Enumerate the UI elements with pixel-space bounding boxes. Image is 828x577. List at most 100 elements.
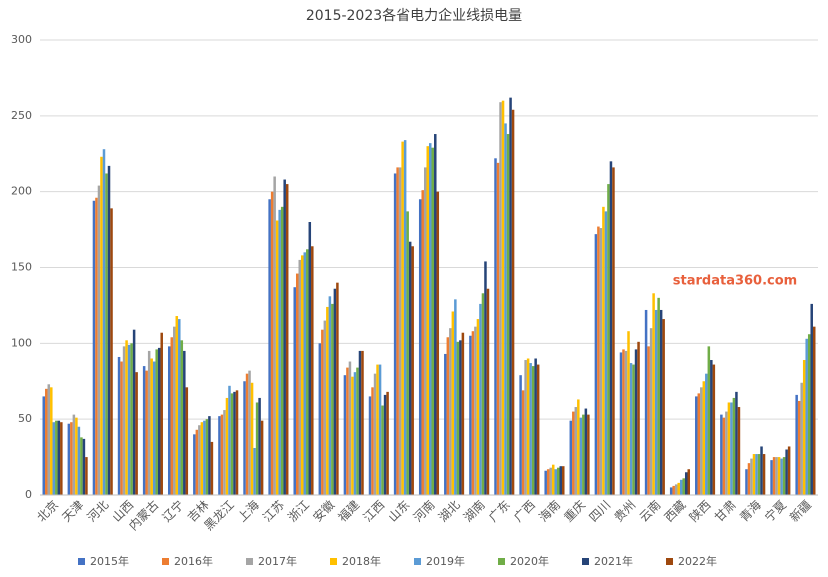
bar [730, 402, 733, 495]
bar [205, 419, 209, 495]
bar [348, 361, 352, 495]
bar [657, 297, 660, 495]
bar [549, 467, 552, 495]
bar [72, 414, 76, 495]
bar [674, 484, 678, 495]
x-tick-label: 重庆 [561, 498, 588, 525]
bar [175, 316, 179, 495]
bar [750, 458, 753, 495]
bar [125, 340, 128, 495]
bar [577, 399, 580, 495]
bar [306, 249, 309, 495]
bar [376, 364, 379, 495]
bar [396, 167, 399, 495]
bar [293, 287, 296, 495]
bar [85, 457, 88, 495]
y-tick-label: 200 [11, 185, 32, 198]
bar [403, 140, 407, 495]
bar [185, 387, 189, 495]
bar [476, 319, 480, 495]
bar [75, 417, 78, 495]
bar [805, 338, 808, 495]
bar [429, 143, 432, 495]
bar [506, 134, 510, 496]
bar [80, 437, 83, 495]
x-tick-label: 安徽 [310, 497, 338, 525]
bar [358, 350, 362, 495]
bar [461, 332, 465, 495]
x-tick-label: 甘肃 [712, 498, 739, 525]
bar [785, 449, 788, 495]
bar [45, 388, 48, 495]
bar [373, 373, 377, 495]
bar [649, 328, 653, 495]
bar [132, 329, 136, 495]
legend-swatch [414, 558, 421, 565]
bar [298, 259, 302, 495]
bar [331, 303, 334, 495]
legend-swatch [666, 558, 673, 565]
x-tick-label: 宁夏 [761, 497, 789, 525]
bar [275, 220, 279, 495]
bar [102, 149, 106, 495]
bar [679, 479, 683, 495]
bar [529, 363, 532, 495]
bar [225, 397, 229, 495]
x-tick-label: 天津 [59, 498, 86, 525]
bar [632, 364, 635, 495]
bar [311, 246, 314, 495]
bar [361, 350, 364, 495]
legend-swatch [582, 558, 589, 565]
bar [356, 367, 359, 495]
bar [612, 167, 615, 495]
bar [546, 469, 550, 495]
bar [687, 469, 691, 495]
bar [278, 209, 281, 495]
chart-title: 2015-2023各省电力企业线损电量 [306, 7, 522, 24]
bar [152, 361, 156, 495]
legend-label: 2017年 [258, 554, 297, 568]
bar [735, 391, 738, 495]
bar [150, 358, 153, 495]
bar [531, 366, 535, 495]
bar [501, 100, 505, 496]
bar [193, 434, 196, 495]
bar [524, 360, 527, 495]
bar [697, 393, 701, 495]
bar [702, 381, 706, 495]
bar [200, 422, 204, 495]
y-tick-label: 50 [18, 412, 32, 425]
bar [411, 246, 414, 495]
bar [802, 360, 806, 495]
bar [782, 457, 786, 495]
x-tick-label: 新疆 [786, 497, 814, 525]
x-tick-label: 江西 [361, 498, 388, 525]
bar [50, 387, 53, 495]
legend-label: 2021年 [594, 554, 633, 568]
bar [777, 457, 781, 495]
bar [672, 485, 675, 495]
x-tick-label: 青海 [736, 497, 764, 525]
bar [353, 372, 357, 495]
bar [107, 165, 111, 495]
bar [536, 364, 540, 495]
bar [386, 391, 389, 495]
bar [434, 134, 437, 496]
bar [727, 402, 731, 495]
bar [250, 382, 254, 495]
x-tick-label: 贵州 [611, 498, 638, 525]
bar [421, 190, 424, 495]
bar [328, 296, 332, 495]
bar [705, 373, 708, 495]
bar [208, 416, 211, 495]
bar [295, 273, 299, 495]
bar [351, 376, 354, 495]
bar [479, 303, 482, 495]
bar [710, 360, 713, 495]
bar [496, 162, 500, 495]
bar [669, 487, 673, 495]
bar [110, 208, 113, 495]
bar [622, 349, 625, 495]
bar [572, 411, 575, 495]
bar [235, 390, 239, 495]
